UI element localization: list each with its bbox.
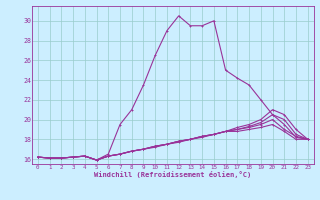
- X-axis label: Windchill (Refroidissement éolien,°C): Windchill (Refroidissement éolien,°C): [94, 171, 252, 178]
